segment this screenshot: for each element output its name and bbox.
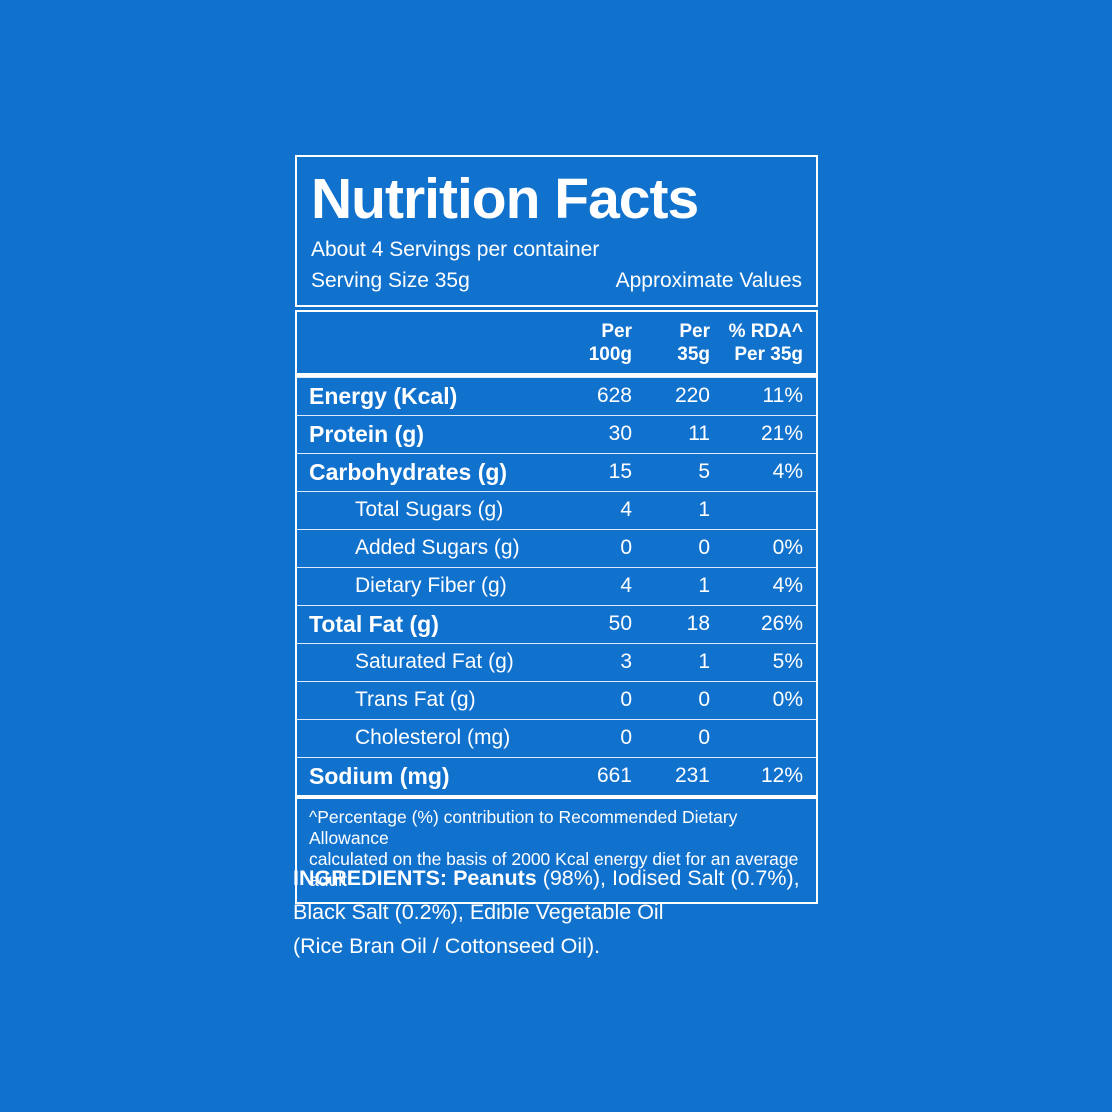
- per-35g-value: 1: [698, 574, 710, 597]
- nutrient-label: Saturated Fat (g): [355, 650, 514, 673]
- row-dietary-fiber: Dietary Fiber (g) 4 1 4%: [297, 566, 816, 605]
- rda-value: 5%: [772, 650, 803, 673]
- per-100g-value: 30: [608, 422, 632, 445]
- row-protein: Protein (g) 30 11 21%: [297, 414, 816, 453]
- per-100g-value: 50: [608, 612, 632, 635]
- nutrition-table: Per 100g Per 35g % RDA^ Per 35g Energy (…: [295, 309, 818, 904]
- per-100g-value: 0: [620, 688, 632, 711]
- label-header-box: Nutrition Facts About 4 Servings per con…: [295, 155, 818, 307]
- per-100g-value: 0: [620, 536, 632, 559]
- per-100g-value: 3: [620, 650, 632, 673]
- row-carbohydrates: Carbohydrates (g) 15 5 4%: [297, 452, 816, 491]
- per-100g-value: 4: [620, 574, 632, 597]
- rda-value: 26%: [760, 612, 803, 635]
- nutrient-label: Added Sugars (g): [355, 536, 520, 559]
- rda-footnote: ^Percentage (%) contribution to Recommen…: [297, 794, 816, 902]
- row-saturated-fat: Saturated Fat (g) 3 1 5%: [297, 642, 816, 681]
- nutrient-label: Carbohydrates (g): [309, 458, 508, 485]
- ingredients-block: INGREDIENTS: Peanuts (98%), Iodised Salt…: [293, 861, 853, 963]
- nutrient-label: Trans Fat (g): [355, 688, 476, 711]
- serving-size-row: Serving Size 35g Approximate Values: [311, 268, 802, 294]
- per-35g-value: 220: [674, 384, 710, 407]
- nutrient-label: Sodium (mg): [309, 762, 450, 789]
- per-35g-value: 1: [698, 498, 710, 521]
- servings-per-container: About 4 Servings per container: [311, 238, 600, 261]
- nutrient-label: Total Sugars (g): [355, 498, 504, 521]
- per-35g-value: 0: [698, 688, 710, 711]
- rda-value: 21%: [760, 422, 803, 445]
- column-header-rda: % RDA^ Per 35g: [728, 320, 803, 365]
- per-100g-value: 4: [620, 498, 632, 521]
- footnote-line-1: ^Percentage (%) contribution to Recommen…: [309, 806, 738, 848]
- rda-value: 4%: [772, 460, 803, 483]
- ingredients-label: INGREDIENTS:: [293, 866, 448, 890]
- row-energy: Energy (Kcal) 628 220 11%: [297, 376, 816, 415]
- per-100g-value: 0: [620, 726, 632, 749]
- per-100g-value: 15: [608, 460, 632, 483]
- per-35g-value: 18: [686, 612, 710, 635]
- serving-size: Serving Size 35g: [311, 269, 470, 293]
- row-total-sugars: Total Sugars (g) 4 1: [297, 490, 816, 529]
- footnote-line-2: calculated on the basis of 2000 Kcal ene…: [309, 848, 799, 890]
- per-100g-value: 628: [596, 384, 632, 407]
- rda-value: 0%: [772, 688, 803, 711]
- column-header-per-100g: Per 100g: [588, 320, 632, 365]
- per-35g-value: 5: [698, 460, 710, 483]
- nutrient-label: Dietary Fiber (g): [355, 574, 507, 597]
- row-cholesterol: Cholesterol (mg) 0 0: [297, 718, 816, 757]
- rda-value: 11%: [762, 384, 803, 407]
- ingredients-line-1-rest: (98%), Iodised Salt (0.7%),: [536, 866, 800, 890]
- per-35g-value: 1: [698, 650, 710, 673]
- column-header-per-35g: Per 35g: [677, 320, 710, 365]
- nutrient-label: Total Fat (g): [309, 610, 439, 637]
- per-100g-value: 661: [596, 764, 632, 787]
- approximate-values-label: Approximate Values: [615, 269, 802, 293]
- per-35g-value: 231: [674, 764, 710, 787]
- per-35g-value: 0: [698, 536, 710, 559]
- ingredient-peanuts: Peanuts: [447, 866, 537, 890]
- row-sodium: Sodium (mg) 661 231 12%: [297, 756, 816, 795]
- row-trans-fat: Trans Fat (g) 0 0 0%: [297, 680, 816, 719]
- nutrient-label: Protein (g): [309, 420, 424, 447]
- column-headers: Per 100g Per 35g % RDA^ Per 35g: [297, 312, 816, 377]
- rda-value: 0%: [772, 536, 803, 559]
- nutrition-facts-panel: Nutrition Facts About 4 Servings per con…: [295, 155, 818, 904]
- per-35g-value: 11: [688, 422, 710, 445]
- rda-value: 4%: [772, 574, 803, 597]
- rda-value: 12%: [760, 764, 803, 787]
- nutrition-facts-title: Nutrition Facts: [311, 167, 699, 231]
- nutrient-label: Cholesterol (mg): [355, 726, 511, 749]
- ingredients-line-2: Black Salt (0.2%), Edible Vegetable Oil: [293, 900, 664, 924]
- nutrient-label: Energy (Kcal): [309, 382, 458, 409]
- ingredients-line-3: (Rice Bran Oil / Cottonseed Oil).: [293, 934, 601, 958]
- row-added-sugars: Added Sugars (g) 0 0 0%: [297, 528, 816, 567]
- per-35g-value: 0: [698, 726, 710, 749]
- row-total-fat: Total Fat (g) 50 18 26%: [297, 604, 816, 643]
